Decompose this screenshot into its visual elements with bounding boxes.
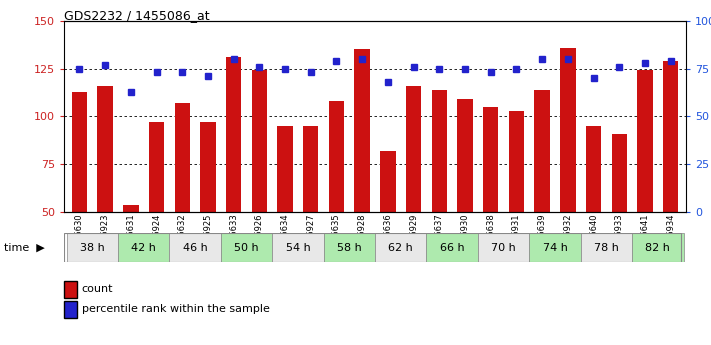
Bar <box>432 90 447 212</box>
Bar <box>427 233 478 262</box>
Text: count: count <box>82 284 113 294</box>
Text: 66 h: 66 h <box>440 243 464 253</box>
Bar <box>535 90 550 212</box>
Bar <box>174 103 190 212</box>
Text: 38 h: 38 h <box>80 243 105 253</box>
Bar <box>529 233 581 262</box>
Bar <box>272 233 324 262</box>
Bar <box>509 111 524 212</box>
Bar <box>637 70 653 212</box>
Text: 50 h: 50 h <box>234 243 259 253</box>
Text: 82 h: 82 h <box>646 243 670 253</box>
Text: 78 h: 78 h <box>594 243 619 253</box>
Text: 62 h: 62 h <box>388 243 413 253</box>
Text: 42 h: 42 h <box>132 243 156 253</box>
Bar <box>149 122 164 212</box>
Bar <box>169 233 221 262</box>
Bar <box>328 101 344 212</box>
Bar <box>201 122 215 212</box>
Bar <box>478 233 529 262</box>
Text: 58 h: 58 h <box>337 243 362 253</box>
Bar <box>586 126 602 212</box>
Bar <box>355 49 370 212</box>
Text: 70 h: 70 h <box>491 243 516 253</box>
Bar <box>406 86 422 212</box>
Bar <box>252 70 267 212</box>
Text: percentile rank within the sample: percentile rank within the sample <box>82 305 269 314</box>
Bar <box>632 233 683 262</box>
Bar <box>483 107 498 212</box>
Bar <box>457 99 473 212</box>
Bar <box>560 48 576 212</box>
Bar <box>123 205 139 212</box>
Bar <box>380 151 395 212</box>
Text: GDS2232 / 1455086_at: GDS2232 / 1455086_at <box>64 9 210 22</box>
Bar <box>581 233 632 262</box>
Bar <box>118 233 169 262</box>
Bar <box>67 233 118 262</box>
Bar <box>97 86 113 212</box>
Text: 46 h: 46 h <box>183 243 208 253</box>
Bar <box>221 233 272 262</box>
Bar <box>72 91 87 212</box>
Bar <box>663 61 678 212</box>
Text: time  ▶: time ▶ <box>4 243 44 253</box>
Bar <box>375 233 427 262</box>
Bar <box>324 233 375 262</box>
Bar <box>277 126 293 212</box>
Text: 74 h: 74 h <box>542 243 567 253</box>
Bar <box>303 126 319 212</box>
Bar <box>226 57 241 212</box>
Text: 54 h: 54 h <box>286 243 310 253</box>
Bar <box>611 134 627 212</box>
